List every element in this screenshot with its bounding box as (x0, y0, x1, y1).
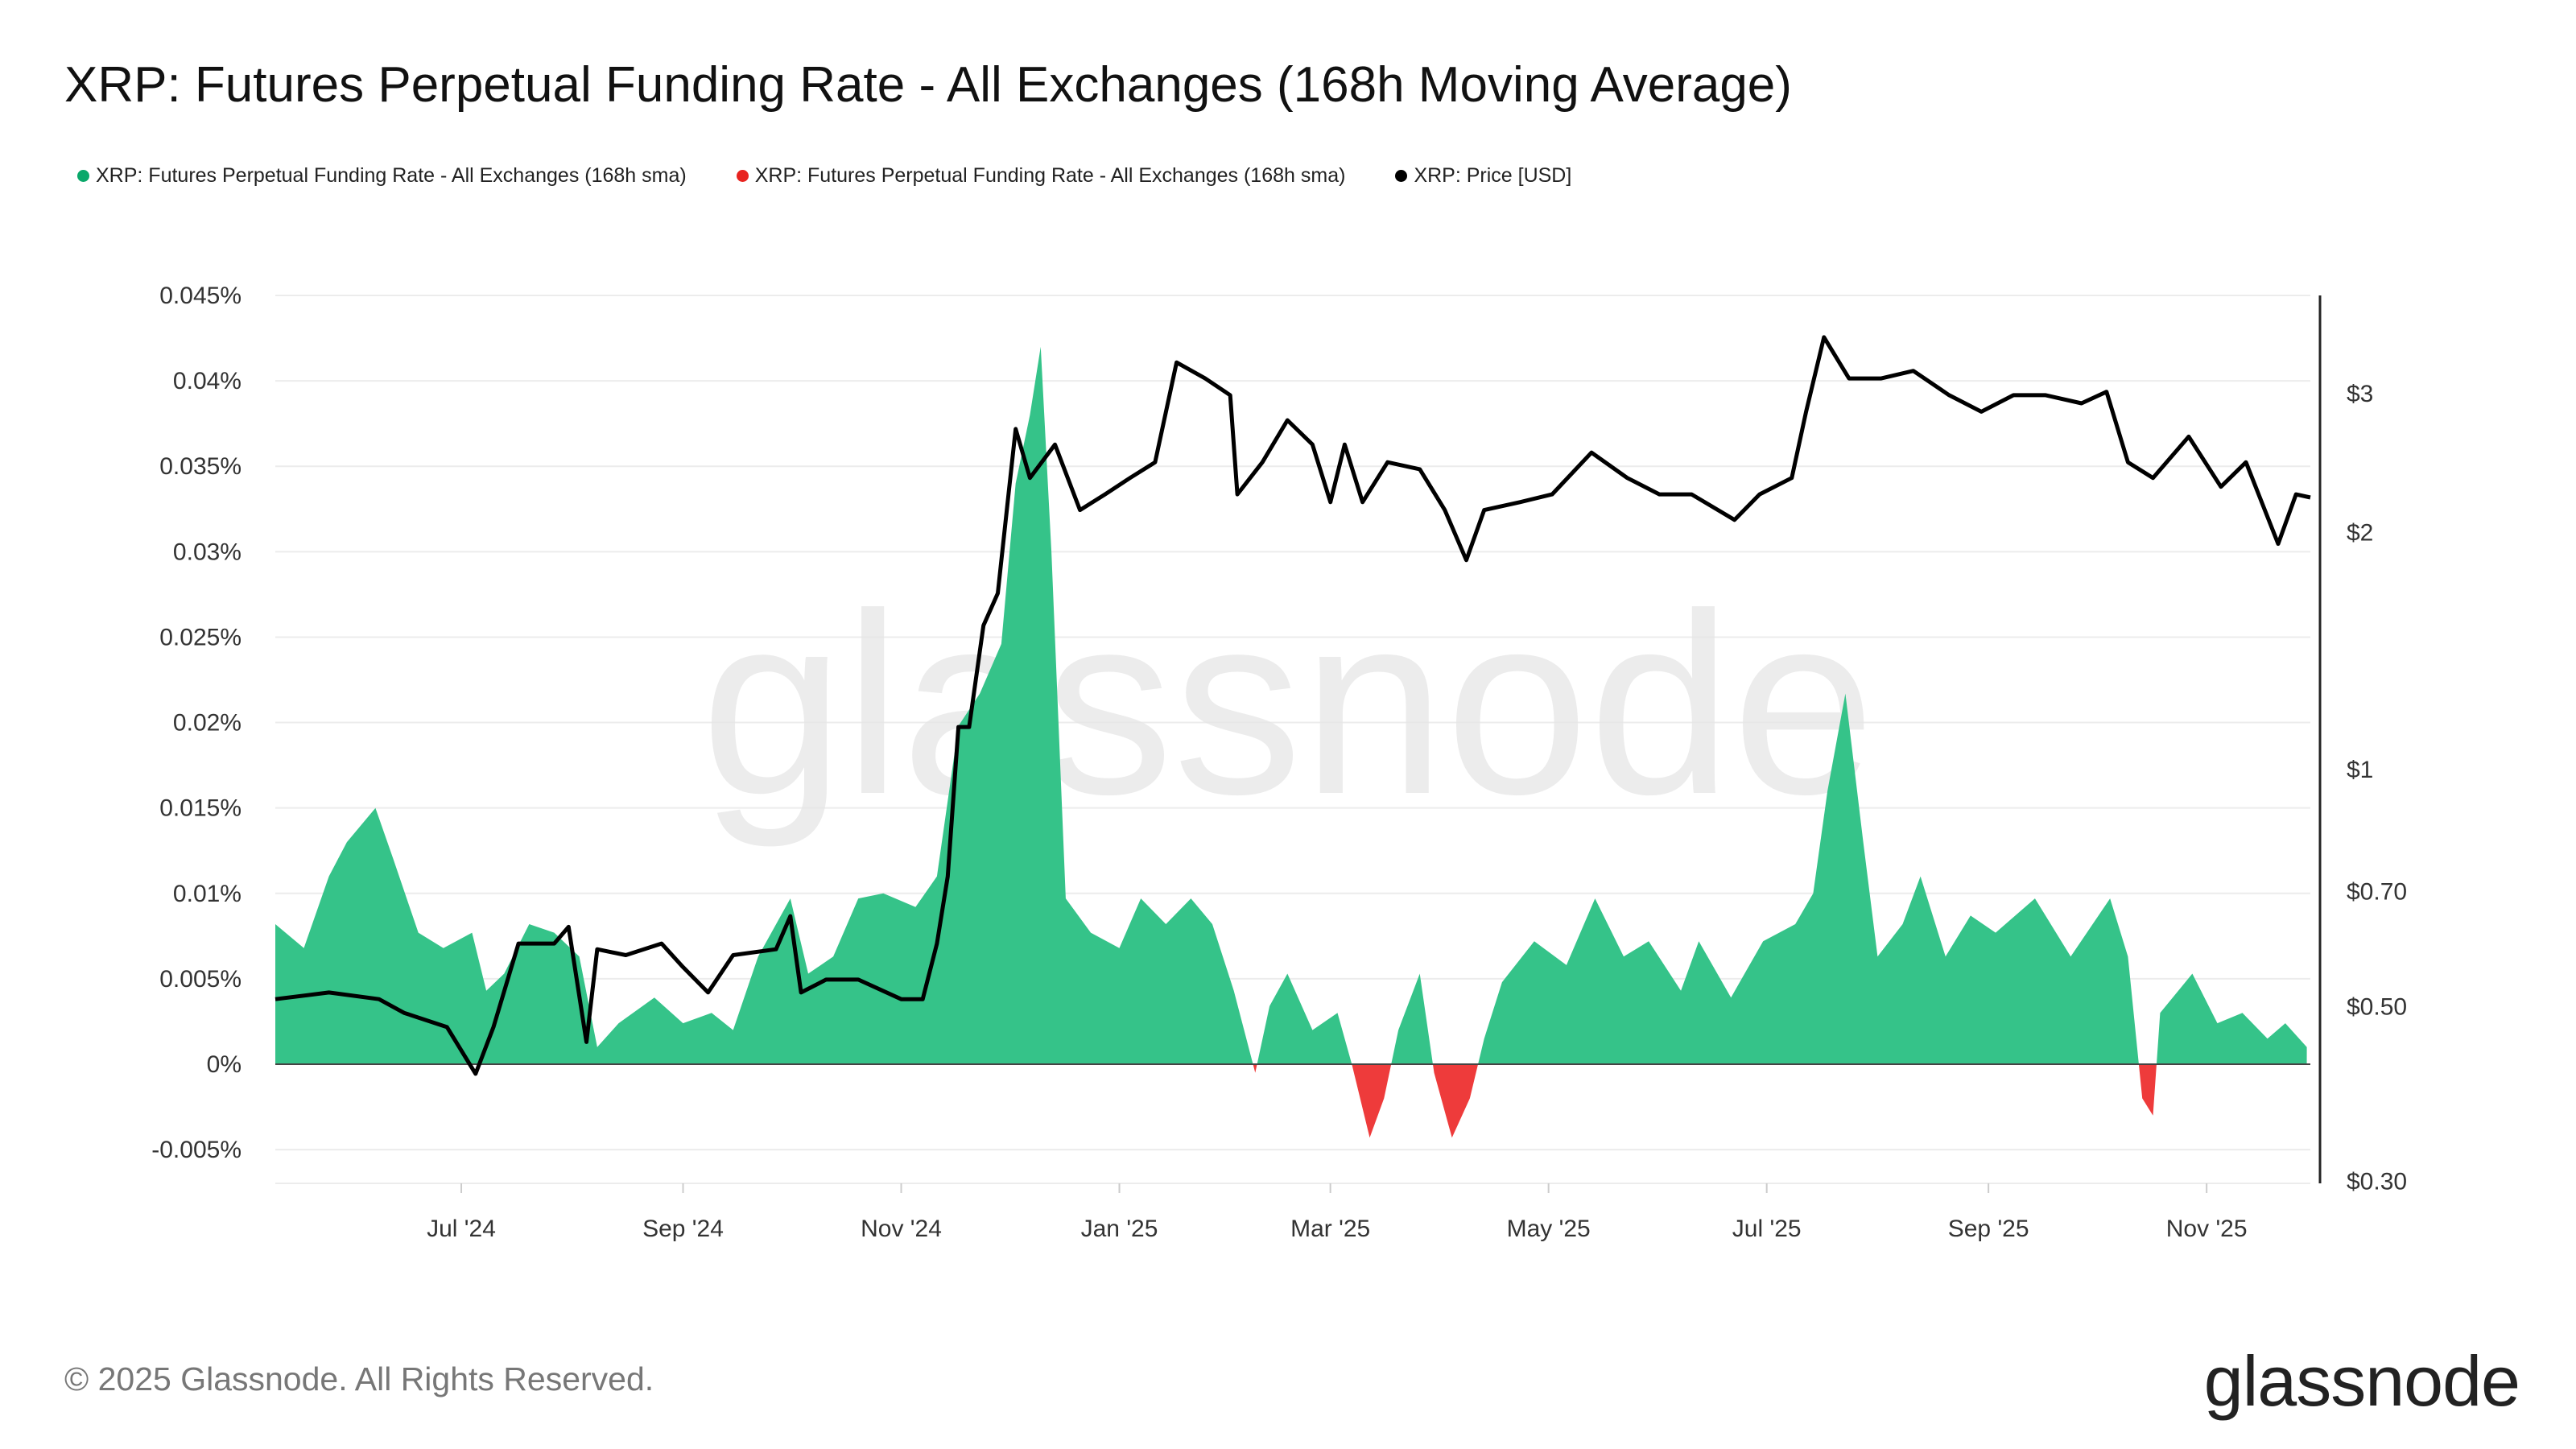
legend-item-price[interactable]: XRP: Price [USD] (1395, 164, 1571, 188)
legend-label: XRP: Price [USD] (1414, 164, 1572, 187)
x-tick-label: Nov '24 (861, 1216, 942, 1242)
x-tick-label: Jan '25 (1081, 1216, 1158, 1242)
y-right-tick-label: $0.50 (2347, 994, 2407, 1021)
y-right-tick-label: $0.30 (2347, 1169, 2407, 1195)
legend-item-funding-positive[interactable]: XRP: Futures Perpetual Funding Rate - Al… (77, 164, 687, 188)
y-left-tick-label: -0.005% (151, 1137, 242, 1163)
x-tick-label: Sep '24 (642, 1216, 724, 1242)
watermark: glassnode (701, 559, 1876, 849)
y-right-tick-label: $2 (2347, 519, 2373, 546)
y-left-tick-label: 0.015% (159, 795, 242, 822)
x-tick-label: Mar '25 (1290, 1216, 1370, 1242)
y-left-tick-label: 0.005% (159, 966, 242, 993)
glassnode-logo: glassnode (2203, 1341, 2520, 1421)
y-left-tick-label: 0.03% (173, 539, 242, 565)
y-right-tick-label: $0.70 (2347, 879, 2407, 906)
y-left-tick-label: 0.04% (173, 368, 242, 394)
axes: 0.045% 0.04% 0.035% 0.03% 0.025% 0.02% 0.015% 0… (151, 283, 2407, 1242)
y-left-tick-label: 0.035% (159, 453, 242, 480)
legend-item-funding-negative[interactable]: XRP: Futures Perpetual Funding Rate - Al… (736, 164, 1346, 188)
legend-dot-black-icon (1395, 170, 1408, 182)
y-left-tick-label: 0% (207, 1051, 242, 1078)
funding-rate-positive-area (275, 346, 2307, 1064)
copyright: © 2025 Glassnode. All Rights Reserved. (64, 1360, 654, 1397)
y-left-tick-label: 0.02% (173, 710, 242, 737)
y-right-tick-label: $3 (2347, 381, 2373, 407)
chart-title: XRP: Futures Perpetual Funding Rate - Al… (64, 57, 1792, 113)
legend-dot-green-icon (77, 170, 89, 182)
price-line (275, 335, 2311, 1076)
y-left-tick-label: 0.025% (159, 624, 242, 650)
legend-label: XRP: Futures Perpetual Funding Rate - Al… (754, 164, 1346, 187)
x-tick-label: Sep '25 (1948, 1216, 2029, 1242)
y-left-tick-label: 0.045% (159, 283, 242, 309)
x-tick-label: Nov '25 (2166, 1216, 2248, 1242)
y-left-tick-label: 0.01% (173, 881, 242, 907)
x-tick-label: Jul '24 (427, 1216, 496, 1242)
x-tick-label: May '25 (1507, 1216, 1591, 1242)
legend: XRP: Futures Perpetual Funding Rate - Al… (77, 164, 1571, 188)
legend-label: XRP: Futures Perpetual Funding Rate - Al… (96, 164, 687, 187)
legend-dot-red-icon (736, 170, 749, 182)
y-right-tick-label: $1 (2347, 757, 2373, 783)
x-tick-label: Jul '25 (1732, 1216, 1802, 1242)
